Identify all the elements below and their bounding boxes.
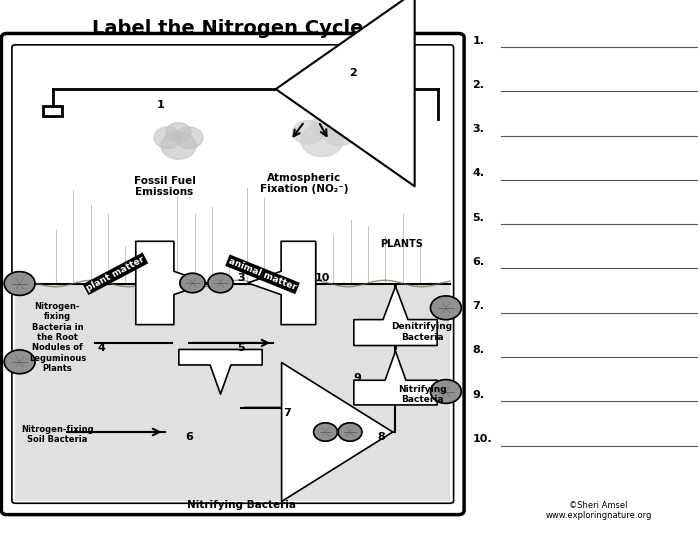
Text: Label the Nitrogen Cycle: Label the Nitrogen Cycle [92, 19, 363, 38]
Circle shape [175, 127, 203, 148]
Text: 4: 4 [97, 343, 106, 353]
Circle shape [4, 272, 35, 295]
Circle shape [301, 124, 343, 157]
Circle shape [166, 123, 191, 142]
Text: 7.: 7. [473, 301, 484, 311]
Text: plant matter: plant matter [85, 255, 146, 293]
FancyBboxPatch shape [1, 33, 464, 515]
Text: 3.: 3. [473, 124, 484, 134]
Text: 8: 8 [377, 433, 386, 442]
Circle shape [312, 114, 340, 136]
Text: Fossil Fuel
Emissions: Fossil Fuel Emissions [134, 176, 195, 197]
Text: 7: 7 [283, 408, 291, 418]
Circle shape [4, 350, 35, 374]
Text: Nitrifying
Bacteria: Nitrifying Bacteria [398, 384, 447, 404]
Text: PLANTS: PLANTS [379, 239, 423, 249]
Circle shape [322, 119, 357, 146]
Circle shape [180, 273, 205, 293]
Text: ©Sheri Amsel
www.exploringnature.org: ©Sheri Amsel www.exploringnature.org [545, 501, 652, 520]
Text: Denitrifying
Bacteria: Denitrifying Bacteria [391, 322, 453, 342]
Text: Atmospheric
Fixation (NO₂⁻): Atmospheric Fixation (NO₂⁻) [260, 173, 349, 194]
Text: 10: 10 [314, 273, 330, 283]
Text: 9.: 9. [473, 390, 484, 400]
Text: 5: 5 [238, 343, 245, 353]
Text: 6.: 6. [473, 257, 484, 267]
Circle shape [430, 296, 461, 320]
Text: Nitrifying Bacteria: Nitrifying Bacteria [187, 500, 296, 510]
Bar [15, 284, 450, 501]
Text: 6: 6 [185, 433, 193, 442]
Circle shape [338, 423, 362, 441]
Text: 4.: 4. [473, 168, 484, 178]
Text: 3: 3 [238, 273, 245, 283]
Circle shape [208, 273, 233, 293]
Text: 10.: 10. [473, 434, 492, 444]
Text: animal matter: animal matter [228, 256, 298, 292]
Text: 1: 1 [157, 100, 165, 110]
Text: Nitrogen-
fixing
Bacteria in
the Root
Nodules of
Leguminous
Plants: Nitrogen- fixing Bacteria in the Root No… [29, 302, 86, 373]
Text: 2: 2 [349, 68, 358, 78]
Text: 8.: 8. [473, 346, 484, 355]
Text: 1.: 1. [473, 36, 484, 45]
Circle shape [161, 132, 196, 159]
Bar [43, 106, 62, 116]
Circle shape [430, 380, 461, 403]
Text: Nitrogen-fixing
Soil Bacteria: Nitrogen-fixing Soil Bacteria [21, 425, 94, 444]
Circle shape [314, 423, 337, 441]
Text: 9: 9 [353, 373, 361, 383]
Text: 5.: 5. [473, 213, 484, 222]
Circle shape [293, 120, 323, 144]
Circle shape [154, 127, 182, 148]
Text: 2.: 2. [473, 80, 484, 90]
